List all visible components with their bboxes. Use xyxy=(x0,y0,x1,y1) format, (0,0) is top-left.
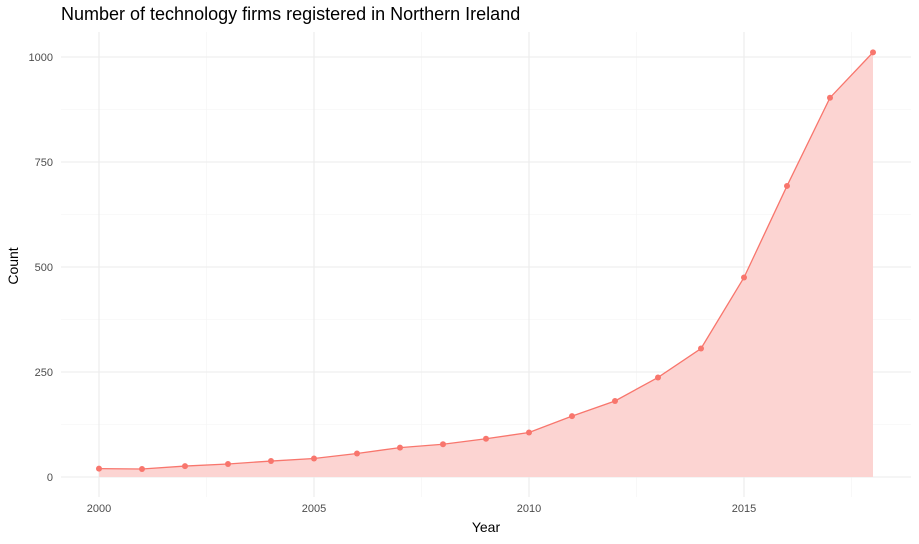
x-tick-label: 2015 xyxy=(732,503,756,515)
y-tick-label: 0 xyxy=(47,472,53,484)
y-tick-label: 750 xyxy=(35,157,53,169)
y-axis-title: Count xyxy=(5,247,21,284)
y-tick-label: 250 xyxy=(35,367,53,379)
data-point xyxy=(784,182,790,189)
data-point xyxy=(311,455,317,462)
data-point xyxy=(139,466,145,473)
data-point xyxy=(182,463,188,470)
data-point xyxy=(483,435,489,442)
data-point xyxy=(354,450,360,457)
data-point xyxy=(526,429,532,436)
data-point xyxy=(698,345,704,352)
y-tick-label: 1000 xyxy=(29,52,53,64)
area-layer xyxy=(98,51,874,477)
data-point xyxy=(268,458,274,465)
data-point xyxy=(655,374,661,381)
points-layer xyxy=(96,49,876,473)
x-axis-title: Year xyxy=(472,519,501,535)
data-point xyxy=(96,465,102,472)
x-tick-label: 2005 xyxy=(302,503,326,515)
data-point xyxy=(440,441,446,448)
y-axis: 0 250 500 750 1000 xyxy=(29,52,53,484)
data-point xyxy=(870,49,876,56)
area-fill xyxy=(99,52,873,477)
data-point xyxy=(569,413,575,420)
data-point xyxy=(741,274,747,281)
y-tick-label: 500 xyxy=(35,262,53,274)
x-tick-label: 2010 xyxy=(517,503,541,515)
x-axis: 2000 2005 2010 2015 xyxy=(87,503,756,515)
x-tick-label: 2000 xyxy=(87,503,111,515)
chart-title: Number of technology firms registered in… xyxy=(61,4,520,24)
data-point xyxy=(827,94,833,101)
data-point xyxy=(612,397,618,404)
data-point xyxy=(397,444,403,451)
data-point xyxy=(225,460,231,467)
